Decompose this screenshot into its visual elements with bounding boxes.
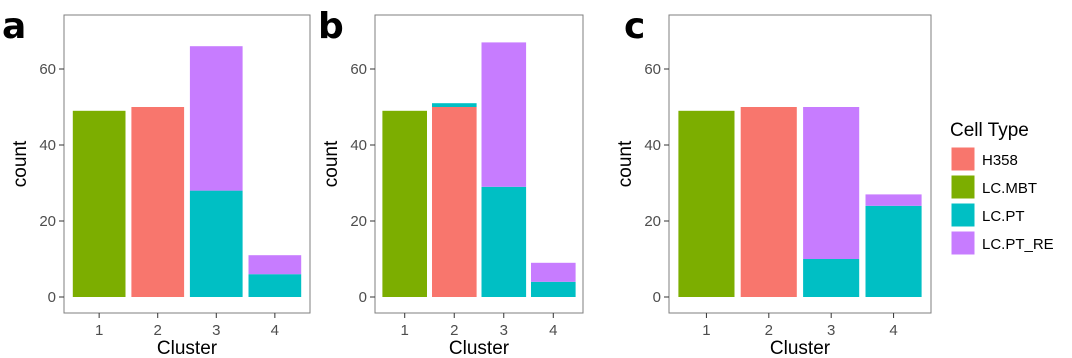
x-tick-label: 2 [154, 322, 162, 339]
x-axis-title: Cluster [449, 338, 510, 358]
y-axis-title: count [10, 140, 31, 187]
bar-b-cluster-2-h358 [432, 107, 477, 297]
bar-b-cluster-4-lc-pt [531, 281, 576, 297]
y-tick-label: 0 [359, 289, 367, 306]
legend-label: LC.PT [982, 208, 1025, 225]
legend-title: Cell Type [950, 120, 1029, 141]
legend-item-lc-pt-re: LC.PT_RE [949, 229, 1054, 257]
y-tick-label: 0 [653, 289, 661, 306]
bar-c-cluster-3-lc-pt [803, 259, 860, 297]
bar-a-cluster-3-lc-pt [189, 190, 243, 297]
legend-swatch [950, 146, 976, 172]
y-axis-title: count [321, 140, 342, 187]
bar-a-cluster-4-lc-pt [248, 274, 302, 297]
bar-b-cluster-3-lc-pt-re [481, 42, 527, 187]
legend: Cell Type H358 LC.MBT LC.PT LC.PT_RE [949, 120, 1054, 257]
panel-letter: b [318, 6, 344, 47]
bar-c-cluster-3-lc-pt-re [803, 107, 860, 259]
y-tick-label: 60 [39, 61, 56, 78]
x-tick-label: 4 [889, 322, 897, 339]
x-tick-label: 2 [765, 322, 773, 339]
bar-b-cluster-3-lc-pt [481, 186, 527, 297]
bar-c-cluster-2-h358 [740, 107, 797, 297]
legend-swatch [950, 230, 976, 256]
bar-a-cluster-4-lc-pt-re [248, 255, 302, 275]
legend-item-lc-mbt: LC.MBT [949, 173, 1037, 201]
bar-b-cluster-1-lc-mbt [382, 110, 427, 297]
legend-item-h358: H358 [949, 145, 1018, 173]
y-tick-label: 60 [350, 61, 367, 78]
y-tick-label: 40 [644, 137, 661, 154]
y-tick-label: 40 [39, 137, 56, 154]
x-tick-label: 4 [271, 322, 279, 339]
legend-label: H358 [982, 152, 1018, 169]
legend-swatch [950, 174, 976, 200]
panel-letter: c [624, 6, 645, 47]
x-tick-label: 3 [500, 322, 508, 339]
x-tick-label: 3 [827, 322, 835, 339]
bar-b-cluster-4-lc-pt-re [531, 262, 576, 282]
panel-letter: a [2, 6, 26, 47]
bar-a-cluster-2-h358 [131, 107, 185, 297]
x-tick-label: 1 [401, 322, 409, 339]
bar-b-cluster-2-lc-pt [432, 103, 477, 107]
bar-c-cluster-4-lc-pt-re [865, 194, 922, 206]
y-tick-label: 20 [644, 213, 661, 230]
y-tick-label: 60 [644, 61, 661, 78]
x-tick-label: 3 [212, 322, 220, 339]
x-tick-label: 4 [549, 322, 557, 339]
y-tick-label: 40 [350, 137, 367, 154]
bar-c-cluster-1-lc-mbt [678, 110, 735, 297]
x-tick-label: 1 [702, 322, 710, 339]
x-axis-title: Cluster [770, 338, 831, 358]
bar-a-cluster-1-lc-mbt [72, 110, 126, 297]
y-axis-title: count [615, 140, 636, 187]
bar-a-cluster-3-lc-pt-re [189, 46, 243, 191]
legend-label: LC.MBT [982, 180, 1037, 197]
x-axis-title: Cluster [157, 338, 218, 358]
y-tick-label: 20 [39, 213, 56, 230]
x-tick-label: 2 [450, 322, 458, 339]
y-tick-label: 20 [350, 213, 367, 230]
legend-item-lc-pt: LC.PT [949, 201, 1025, 229]
legend-swatch [950, 202, 976, 228]
y-tick-label: 0 [48, 289, 56, 306]
x-tick-label: 1 [95, 322, 103, 339]
bar-c-cluster-4-lc-pt [865, 205, 922, 297]
legend-label: LC.PT_RE [982, 236, 1054, 253]
